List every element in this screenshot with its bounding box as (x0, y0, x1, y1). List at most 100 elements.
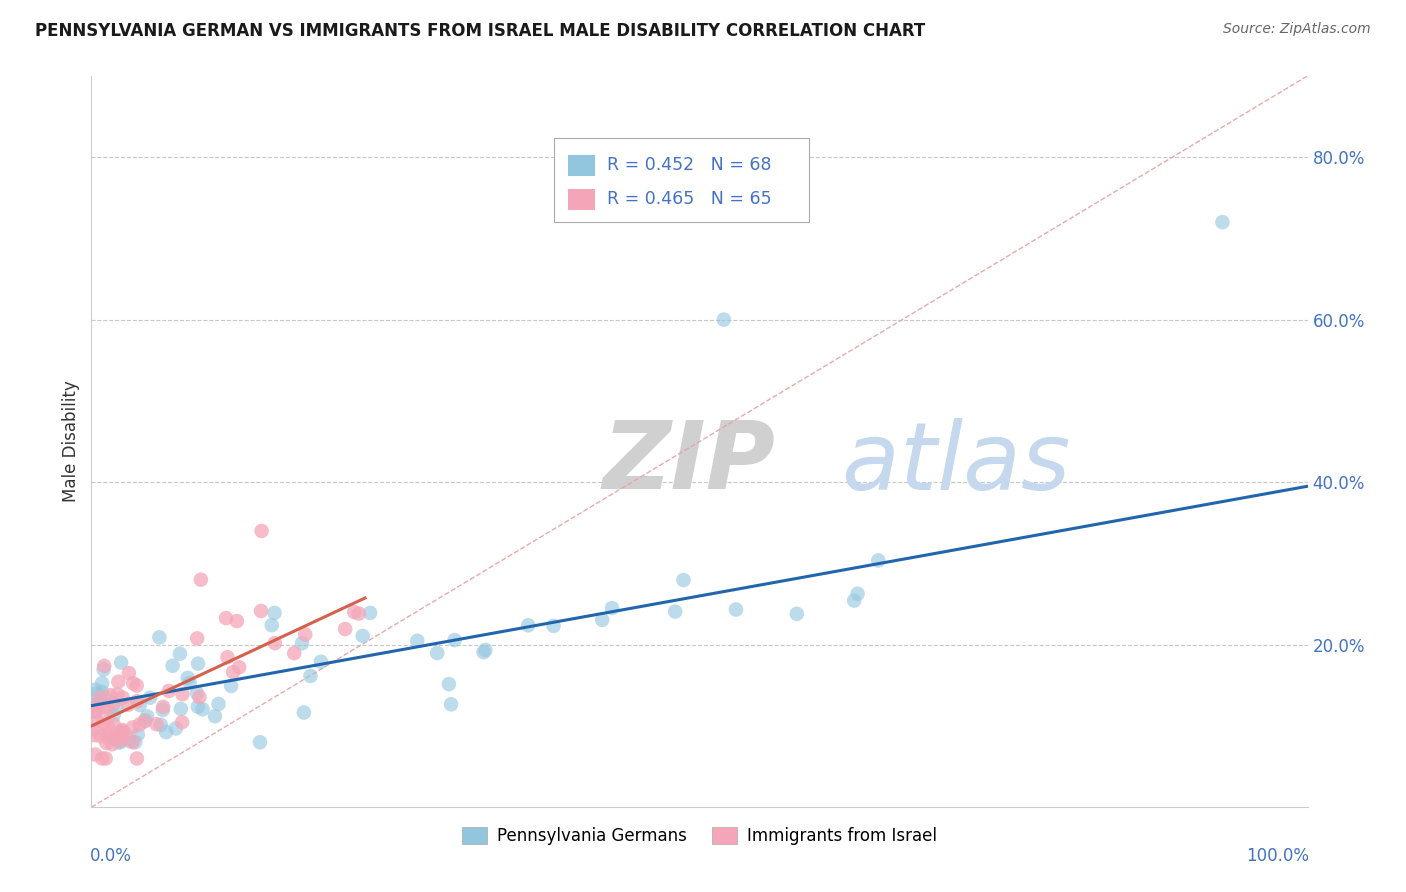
Point (124, 735, 146, 749)
Point (121, 720, 143, 734)
Point (104, 731, 127, 746)
Point (91, 715, 114, 730)
Point (543, 619, 565, 633)
Point (139, 690, 162, 705)
Point (136, 709, 159, 723)
Point (145, 717, 167, 731)
Point (96, 702, 118, 716)
Point (152, 699, 174, 714)
Point (786, 607, 808, 621)
Point (169, 647, 191, 661)
Point (89, 695, 111, 709)
Point (294, 627, 316, 641)
Point (83, 728, 105, 742)
Point (127, 727, 149, 741)
Point (105, 701, 128, 715)
Point (228, 660, 250, 674)
Point (250, 604, 273, 618)
Text: ZIP: ZIP (602, 417, 775, 509)
Point (437, 677, 460, 691)
Point (672, 573, 695, 587)
Point (170, 702, 193, 716)
Y-axis label: Male Disability: Male Disability (62, 381, 80, 502)
Point (111, 724, 134, 739)
Point (443, 633, 465, 648)
Point (187, 657, 209, 671)
Point (343, 605, 366, 619)
Point (112, 726, 135, 740)
Point (111, 690, 134, 705)
Point (664, 605, 686, 619)
Point (217, 650, 239, 665)
Point (91, 685, 114, 699)
Bar (568, 155, 595, 176)
Point (84, 682, 107, 697)
Point (291, 636, 314, 650)
Point (125, 679, 148, 693)
Point (215, 611, 238, 625)
Point (152, 703, 174, 717)
Point (94, 751, 117, 765)
Point (352, 629, 374, 643)
Point (177, 671, 200, 685)
Point (83, 704, 105, 718)
Point (844, 593, 866, 607)
Point (179, 676, 201, 690)
Point (724, 602, 747, 616)
Point (110, 725, 132, 739)
Point (96, 736, 118, 750)
Point (162, 658, 184, 673)
Point (157, 684, 180, 698)
Text: 0.0%: 0.0% (90, 847, 132, 865)
Point (97, 727, 120, 741)
Point (128, 717, 150, 731)
Point (868, 553, 890, 567)
Text: PENNSYLVANIA GERMAN VS IMMIGRANTS FROM ISRAEL MALE DISABILITY CORRELATION CHART: PENNSYLVANIA GERMAN VS IMMIGRANTS FROM I… (35, 22, 925, 40)
Point (86, 714, 108, 728)
Point (263, 606, 285, 620)
Point (474, 643, 496, 657)
Point (299, 669, 322, 683)
Point (148, 630, 170, 644)
Point (93, 699, 115, 714)
Point (359, 606, 381, 620)
Point (204, 709, 226, 723)
Point (219, 679, 242, 693)
Point (283, 646, 305, 660)
Point (84, 687, 107, 701)
Point (117, 698, 139, 712)
Point (172, 687, 194, 701)
Text: atlas: atlas (602, 418, 1070, 509)
Point (309, 655, 332, 669)
FancyBboxPatch shape (554, 138, 808, 222)
Point (187, 699, 209, 714)
Point (292, 706, 315, 720)
Point (91, 751, 114, 765)
Point (1211, 215, 1233, 229)
Point (127, 694, 149, 708)
Point (97, 721, 120, 735)
Point (118, 734, 141, 748)
Point (225, 614, 247, 628)
Point (89, 690, 111, 705)
Text: R = 0.465   N = 65: R = 0.465 N = 65 (607, 190, 772, 208)
Point (103, 708, 125, 723)
Point (155, 725, 177, 739)
Point (591, 613, 613, 627)
Point (260, 618, 283, 632)
Point (91, 676, 114, 690)
Legend: Pennsylvania Germans, Immigrants from Israel: Pennsylvania Germans, Immigrants from Is… (456, 820, 943, 852)
Point (846, 587, 869, 601)
Point (122, 676, 145, 690)
Point (222, 665, 245, 679)
Point (84, 698, 107, 712)
Point (264, 636, 287, 650)
Point (110, 733, 132, 747)
Point (83, 699, 105, 714)
Point (101, 737, 124, 751)
Point (250, 524, 273, 538)
Point (121, 735, 143, 749)
Point (472, 645, 495, 659)
Point (84, 706, 107, 720)
Point (191, 702, 214, 716)
